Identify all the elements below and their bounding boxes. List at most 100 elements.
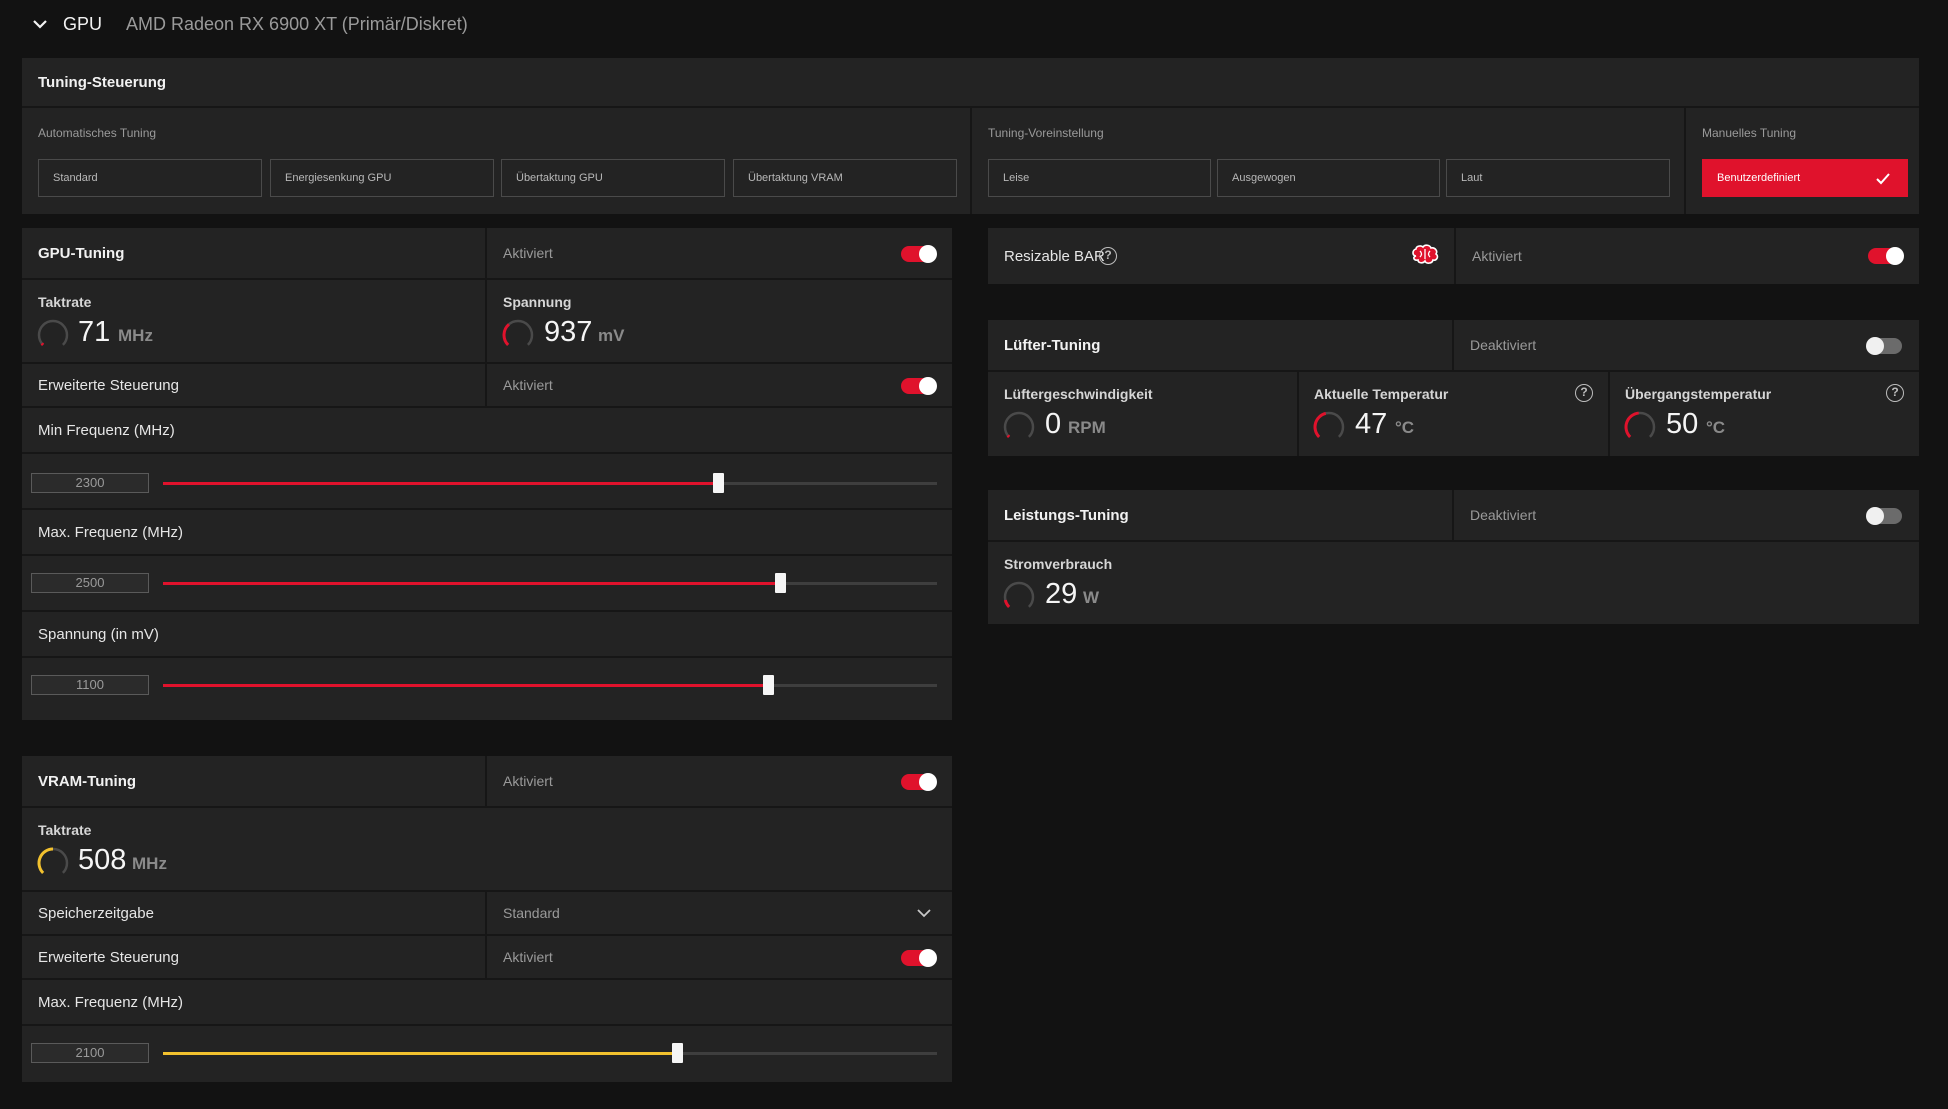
memory-timing-label: Speicherzeitgabe [38, 904, 154, 922]
fan-speed-unit: RPM [1068, 418, 1106, 437]
preset-balanced-button[interactable]: Ausgewogen [1217, 159, 1440, 197]
vram-clock-gauge [37, 847, 69, 874]
power-tuning-panel: Leistungs-Tuning Deaktiviert Stromverbra… [988, 490, 1919, 624]
max-freq-slider[interactable] [163, 572, 937, 594]
vram-clock-unit: MHz [132, 854, 167, 873]
preset-standard-button[interactable]: Standard [38, 159, 262, 197]
chevron-down-icon[interactable] [916, 907, 932, 919]
section-title[interactable]: GPU [63, 14, 103, 34]
gpu-tuning-title: GPU-Tuning [38, 244, 125, 262]
slider-thumb[interactable] [775, 573, 786, 593]
voltage-slider-label: Spannung (in mV) [38, 625, 159, 643]
preset-custom-button[interactable]: Benutzerdefiniert [1702, 159, 1908, 197]
vram-clock-value: 508 [78, 844, 127, 876]
resizable-bar-toggle[interactable] [1868, 247, 1904, 265]
vram-advanced-label: Erweiterte Steuerung [38, 948, 179, 966]
junction-temp-title: Übergangstemperatur [1625, 386, 1772, 402]
junction-temp-help-icon[interactable]: ? [1886, 384, 1904, 402]
collapse-chevron-icon[interactable] [30, 14, 50, 34]
voltage-input[interactable]: 1100 [31, 675, 149, 695]
current-temp-gauge [1313, 411, 1345, 438]
preset-loud-button[interactable]: Laut [1446, 159, 1670, 197]
vram-clock-title: Taktrate [38, 822, 92, 838]
device-name: AMD Radeon RX 6900 XT (Primär/Diskret) [126, 14, 468, 34]
current-temp-help-icon[interactable]: ? [1575, 384, 1593, 402]
preset-custom-label: Benutzerdefiniert [1717, 172, 1801, 184]
fan-tuning-panel: Lüfter-Tuning Deaktiviert Lüftergeschwin… [988, 320, 1919, 456]
gpu-voltage-title: Spannung [503, 294, 572, 310]
gpu-advanced-status: Aktiviert [503, 377, 553, 393]
slider-fill [163, 684, 768, 687]
min-freq-label: Min Frequenz (MHz) [38, 421, 175, 439]
gauge-arc [37, 847, 54, 874]
tuning-control-title: Tuning-Steuerung [38, 73, 167, 91]
power-draw-title: Stromverbrauch [1004, 556, 1113, 572]
gpu-tuning-toggle[interactable] [901, 245, 937, 263]
gauge-track [37, 319, 69, 346]
slider-fill [163, 482, 718, 485]
vram-tuning-status: Aktiviert [503, 773, 553, 789]
fan-tuning-toggle[interactable] [1866, 337, 1902, 355]
memory-timing-value: Standard [503, 905, 560, 921]
vram-tuning-toggle[interactable] [901, 773, 937, 791]
memory-timing-dropdown[interactable]: Standard [487, 892, 952, 934]
brain-icon [1412, 244, 1439, 264]
gauge-arc [1313, 411, 1327, 438]
junction-temp-unit: °C [1706, 418, 1726, 437]
preset-undervolt-gpu-button[interactable]: Energiesenkung GPU [270, 159, 494, 197]
resizable-bar-panel: Resizable BAR ? Aktiviert [988, 228, 1919, 284]
voltage-slider-row: 1100 [22, 658, 952, 720]
gpu-clock-value: 71 [78, 316, 111, 348]
gpu-clock-title: Taktrate [38, 294, 92, 310]
power-draw-value: 29 [1045, 578, 1078, 610]
gpu-tuning-panel: GPU-Tuning Aktiviert Taktrate 71 MHz Spa… [22, 228, 952, 720]
max-freq-input[interactable]: 2500 [31, 573, 149, 593]
gauge-arc [502, 323, 510, 346]
junction-temp-gauge [1624, 411, 1656, 438]
voltage-slider[interactable] [163, 674, 937, 696]
fan-tuning-title: Lüfter-Tuning [1004, 336, 1101, 354]
help-icon[interactable]: ? [1099, 247, 1117, 265]
preset-quiet-button[interactable]: Leise [988, 159, 1211, 197]
gpu-voltage-unit: mV [598, 326, 625, 345]
vram-max-freq-slider-row: 2100 [22, 1026, 952, 1082]
junction-temp-value: 50 [1666, 408, 1699, 440]
min-freq-slider-row: 2300 [22, 454, 952, 510]
min-freq-slider[interactable] [163, 472, 937, 494]
preset-overclock-vram-button[interactable]: Übertaktung VRAM [733, 159, 957, 197]
tuning-control-panel: Tuning-Steuerung Automatisches Tuning St… [22, 58, 1919, 214]
max-freq-slider-row: 2500 [22, 556, 952, 612]
power-tuning-toggle[interactable] [1866, 507, 1902, 525]
vram-max-freq-slider[interactable] [163, 1042, 937, 1064]
gpu-clock-gauge [37, 319, 69, 346]
gauge-arc [1624, 411, 1639, 438]
power-draw-unit: W [1083, 588, 1100, 607]
manual-tuning-label: Manuelles Tuning [1702, 126, 1797, 140]
fan-speed-title: Lüftergeschwindigkeit [1004, 386, 1153, 402]
tuning-preset-label: Tuning-Voreinstellung [988, 126, 1104, 140]
preset-overclock-gpu-button[interactable]: Übertaktung GPU [501, 159, 725, 197]
slider-thumb[interactable] [713, 473, 724, 493]
gpu-voltage-value: 937 [544, 316, 593, 348]
auto-tuning-label: Automatisches Tuning [38, 126, 157, 140]
gpu-advanced-toggle[interactable] [901, 377, 937, 395]
power-tuning-status: Deaktiviert [1470, 507, 1537, 523]
resizable-bar-label: Resizable BAR [1004, 247, 1105, 265]
slider-thumb[interactable] [763, 675, 774, 695]
vram-max-freq-input[interactable]: 2100 [31, 1043, 149, 1063]
slider-thumb[interactable] [672, 1043, 683, 1063]
min-freq-input[interactable]: 2300 [31, 473, 149, 493]
gpu-advanced-label: Erweiterte Steuerung [38, 376, 179, 394]
slider-fill [163, 582, 780, 585]
gauge-arc [40, 342, 45, 346]
resizable-bar-status: Aktiviert [1472, 248, 1522, 264]
vram-tuning-panel: VRAM-Tuning Aktiviert Taktrate 508 MHz S… [22, 756, 952, 1082]
vram-advanced-toggle[interactable] [901, 949, 937, 967]
fan-speed-value: 0 [1045, 408, 1062, 440]
power-draw-gauge [1003, 581, 1035, 608]
gpu-clock-unit: MHz [118, 326, 153, 345]
current-temp-unit: °C [1395, 418, 1415, 437]
power-tuning-title: Leistungs-Tuning [1004, 506, 1129, 524]
gauge-track [1003, 411, 1035, 438]
checkmark-icon [1876, 173, 1890, 185]
